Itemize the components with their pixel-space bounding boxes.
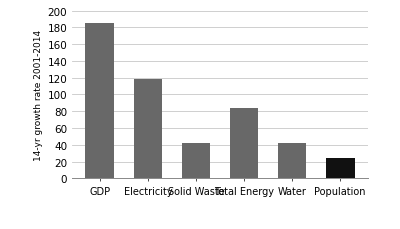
Bar	[326, 158, 354, 179]
Bar	[278, 144, 306, 179]
Y-axis label: 14-yr growth rate 2001-2014: 14-yr growth rate 2001-2014	[34, 30, 43, 160]
Bar	[230, 108, 258, 179]
Bar	[182, 144, 210, 179]
Bar	[134, 80, 162, 179]
Bar	[86, 24, 114, 179]
